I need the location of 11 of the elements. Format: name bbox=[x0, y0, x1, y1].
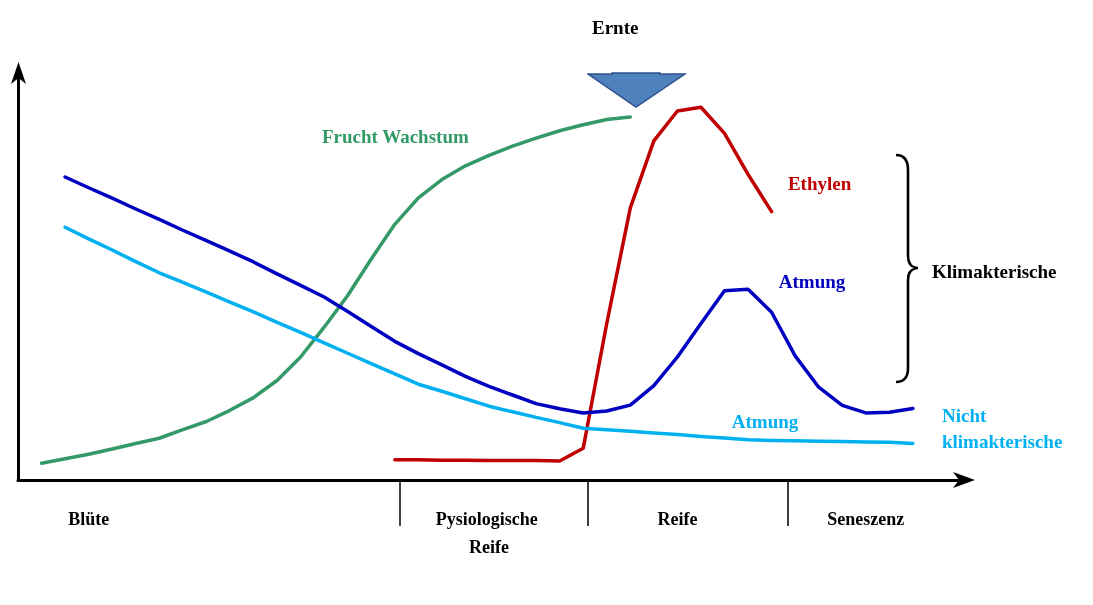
text: Ernte bbox=[592, 16, 639, 38]
x-tick-label: Reife bbox=[657, 509, 698, 529]
series-label: Ethylen bbox=[787, 173, 852, 195]
series-label: Atmung bbox=[778, 270, 846, 292]
series-label: Atmung bbox=[731, 411, 799, 433]
x-tick-label: Pysiologische Reife bbox=[435, 509, 543, 557]
x-tick-label: Blüte bbox=[68, 509, 110, 529]
annotation: Klimakterische bbox=[932, 260, 1057, 282]
series-label: Frucht Wachstum bbox=[321, 126, 469, 148]
annotation: Nicht klimakterische bbox=[942, 404, 1063, 452]
x-tick-label: Seneszenz bbox=[827, 509, 905, 529]
